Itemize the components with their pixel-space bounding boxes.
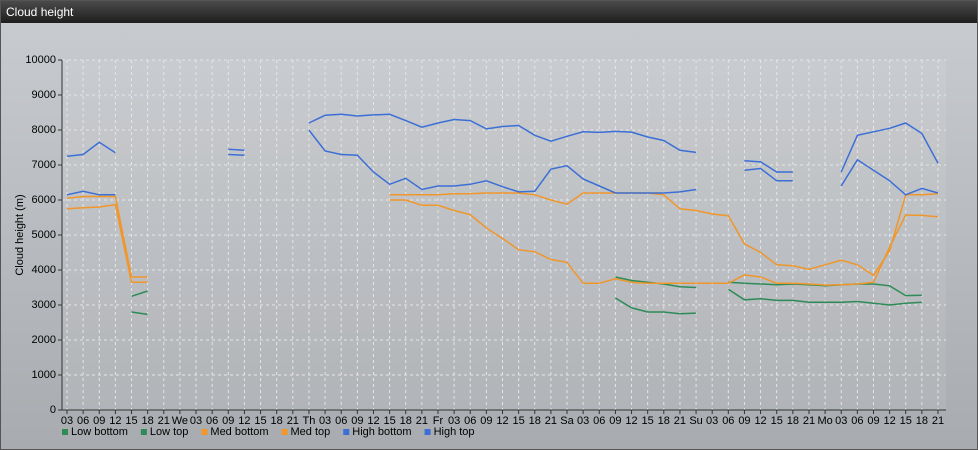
x-tick-label: Th <box>303 415 316 427</box>
legend-label: Med top <box>291 426 331 438</box>
x-tick-label: 15 <box>254 415 266 427</box>
x-tick-label: 06 <box>206 415 218 427</box>
x-tick-label: Su <box>689 415 702 427</box>
x-tick-label: We <box>172 415 188 427</box>
y-tick-label: 10000 <box>25 54 56 66</box>
x-tick-label: Fr <box>433 415 444 427</box>
x-tick-label: 12 <box>754 415 766 427</box>
x-tick-label: 15 <box>771 415 783 427</box>
x-tick-label: 12 <box>625 415 637 427</box>
x-tick-label: 21 <box>416 415 428 427</box>
x-tick-label: 03 <box>61 415 73 427</box>
x-tick-label: 12 <box>883 415 895 427</box>
x-tick-label: 03 <box>835 415 847 427</box>
legend-marker <box>281 429 288 435</box>
x-tick-label: Mo <box>817 415 832 427</box>
x-tick-label: 09 <box>93 415 105 427</box>
x-tick-label: 12 <box>109 415 121 427</box>
legend-marker <box>343 429 350 435</box>
x-tick-label: 18 <box>787 415 799 427</box>
x-tick-label: 12 <box>496 415 508 427</box>
x-tick-label: 21 <box>287 415 299 427</box>
x-tick-label: 09 <box>480 415 492 427</box>
x-tick-label: 21 <box>158 415 170 427</box>
y-tick-label: 4000 <box>32 264 56 276</box>
y-tick-label: 0 <box>50 404 56 416</box>
x-tick-label: 15 <box>513 415 525 427</box>
legend-label: Low top <box>150 426 189 438</box>
x-tick-label: 06 <box>593 415 605 427</box>
y-tick-label: 3000 <box>32 299 56 311</box>
x-tick-label: 18 <box>271 415 283 427</box>
x-tick-label: 12 <box>367 415 379 427</box>
y-tick-label: 8000 <box>32 124 56 136</box>
x-tick-label: 18 <box>529 415 541 427</box>
window-title: Cloud height <box>1 1 977 23</box>
y-axis-title: Cloud height (m) <box>14 194 26 275</box>
y-tick-label: 6000 <box>32 194 56 206</box>
y-tick-label: 7000 <box>32 159 56 171</box>
x-tick-label: 18 <box>916 415 928 427</box>
series-line <box>66 192 939 278</box>
x-tick-label: 03 <box>577 415 589 427</box>
x-tick-label: 15 <box>642 415 654 427</box>
y-tick-label: 1000 <box>32 369 56 381</box>
legend-marker <box>201 429 208 435</box>
x-tick-label: 18 <box>142 415 154 427</box>
x-tick-label: 03 <box>448 415 460 427</box>
x-tick-label: 06 <box>722 415 734 427</box>
legend-label: Med bottom <box>210 426 268 438</box>
legend-marker <box>424 429 431 435</box>
plot-area <box>62 60 946 410</box>
x-tick-label: 09 <box>351 415 363 427</box>
x-tick-label: 21 <box>803 415 815 427</box>
x-tick-label: 03 <box>706 415 718 427</box>
x-tick-label: 09 <box>867 415 879 427</box>
chart: Cloud height (m) 0 1000 2000 3000 4000 5000 60… <box>14 54 946 438</box>
x-tick-label: 15 <box>125 415 137 427</box>
x-tick-label: 06 <box>464 415 476 427</box>
legend-label: Low bottom <box>71 426 128 438</box>
x-tick-label: 15 <box>383 415 395 427</box>
y-tick-label: 2000 <box>32 334 56 346</box>
x-tick-label: 21 <box>545 415 557 427</box>
x-tick-label: 18 <box>400 415 412 427</box>
x-tick-label: 06 <box>335 415 347 427</box>
x-tick-label: 18 <box>658 415 670 427</box>
series-line <box>66 199 939 286</box>
series-line <box>131 288 922 316</box>
y-tick-label: 9000 <box>32 89 56 101</box>
x-tick-label: 06 <box>851 415 863 427</box>
x-tick-label: 21 <box>674 415 686 427</box>
x-tick-label: 03 <box>190 415 202 427</box>
x-tick-label: 09 <box>222 415 234 427</box>
legend-label: High top <box>434 426 475 438</box>
x-tick-label: 12 <box>238 415 250 427</box>
legend-label: High bottom <box>352 426 411 438</box>
x-tick-label: 09 <box>738 415 750 427</box>
x-tick-label: Sa <box>560 415 574 427</box>
x-tick-label: 15 <box>900 415 912 427</box>
y-tick-label: 5000 <box>32 229 56 241</box>
x-tick-label: 06 <box>77 415 89 427</box>
series-line <box>66 113 939 173</box>
x-tick-label: 09 <box>609 415 621 427</box>
legend-marker <box>62 429 68 435</box>
x-tick-label: 03 <box>319 415 331 427</box>
x-tick-label: 21 <box>932 415 944 427</box>
legend-marker <box>140 429 147 435</box>
series-line <box>66 129 939 196</box>
